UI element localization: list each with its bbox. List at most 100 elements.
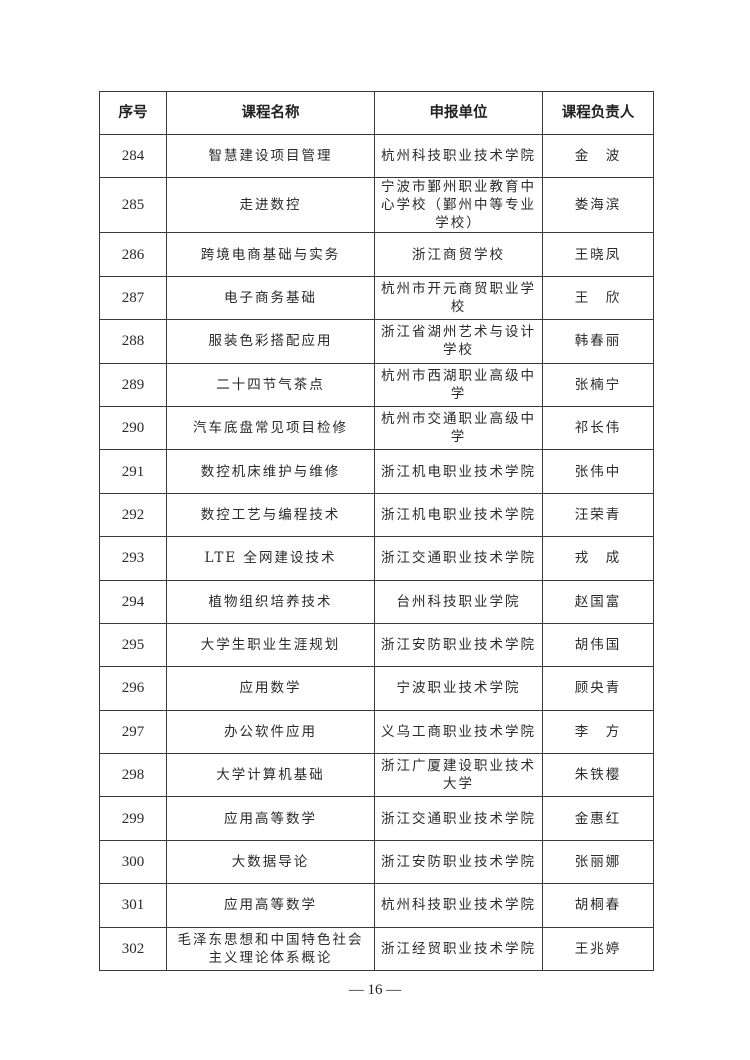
cell-course-name: 走进数控 bbox=[166, 177, 375, 234]
table-row: 301 应用高等数学 杭州科技职业技术学院 胡桐春 bbox=[99, 883, 654, 928]
cell-course-name: LTE 全网建设技术 bbox=[166, 536, 375, 581]
cell-course-name: 植物组织培养技术 bbox=[166, 579, 375, 624]
cell-unit: 台州科技职业学院 bbox=[374, 579, 543, 624]
cell-serial: 298 bbox=[99, 753, 167, 798]
cell-unit: 浙江安防职业技术学院 bbox=[374, 622, 543, 668]
cell-course-name: 数控机床维护与维修 bbox=[166, 449, 375, 494]
cell-unit: 宁波职业技术学院 bbox=[374, 666, 543, 711]
cell-course-name: 跨境电商基础与实务 bbox=[166, 232, 375, 277]
table-row: 289 二十四节气茶点 杭州市西湖职业高级中学 张楠宁 bbox=[99, 362, 654, 407]
table-row: 292 数控工艺与编程技术 浙江机电职业技术学院 汪荣青 bbox=[99, 492, 654, 538]
cell-leader: 胡桐春 bbox=[542, 883, 654, 928]
cell-course-name: 二十四节气茶点 bbox=[166, 362, 375, 407]
cell-leader: 娄海滨 bbox=[542, 177, 654, 234]
table-row: 291 数控机床维护与维修 浙江机电职业技术学院 张伟中 bbox=[99, 449, 654, 494]
cell-leader: 戎 成 bbox=[542, 536, 654, 581]
cell-serial: 302 bbox=[99, 926, 167, 972]
table-row: 299 应用高等数学 浙江交通职业技术学院 金惠红 bbox=[99, 796, 654, 841]
cell-leader: 王晓凤 bbox=[542, 232, 654, 277]
table-row: 296 应用数学 宁波职业技术学院 顾央青 bbox=[99, 666, 654, 711]
cell-course-name: 毛泽东思想和中国特色社会主义理论体系概论 bbox=[166, 926, 375, 972]
cell-course-name: 大学计算机基础 bbox=[166, 753, 375, 798]
cell-unit: 浙江交通职业技术学院 bbox=[374, 536, 543, 581]
cell-unit: 杭州市交通职业高级中学 bbox=[374, 405, 543, 451]
cell-course-name: 汽车底盘常见项目检修 bbox=[166, 405, 375, 451]
cell-serial: 285 bbox=[99, 177, 167, 234]
cell-course-name: 办公软件应用 bbox=[166, 709, 375, 755]
cell-serial: 294 bbox=[99, 579, 167, 624]
table-row: 302 毛泽东思想和中国特色社会主义理论体系概论 浙江经贸职业技术学院 王兆婷 bbox=[99, 926, 654, 972]
table-row: 287 电子商务基础 杭州市开元商贸职业学校王 欣 bbox=[99, 275, 654, 321]
table-row: 285 走进数控 宁波市鄞州职业教育中心学校（鄞州中等专业学校） 娄海滨 bbox=[99, 177, 654, 234]
cell-unit: 浙江机电职业技术学院 bbox=[374, 449, 543, 494]
cell-course-name: 电子商务基础 bbox=[166, 275, 375, 321]
cell-leader: 胡伟国 bbox=[542, 622, 654, 668]
cell-unit: 浙江机电职业技术学院 bbox=[374, 492, 543, 538]
cell-course-name: 大学生职业生涯规划 bbox=[166, 622, 375, 668]
cell-leader: 王 欣 bbox=[542, 275, 654, 321]
header-unit: 申报单位 bbox=[374, 91, 543, 135]
cell-serial: 300 bbox=[99, 839, 167, 885]
cell-leader: 金 波 bbox=[542, 133, 654, 179]
header-course-name: 课程名称 bbox=[166, 91, 375, 135]
cell-unit: 浙江交通职业技术学院 bbox=[374, 796, 543, 841]
page-number: — 16 — bbox=[348, 982, 402, 998]
cell-course-name: 应用高等数学 bbox=[166, 796, 375, 841]
cell-unit: 浙江广厦建设职业技术大学 bbox=[374, 753, 543, 798]
table-row: 286 跨境电商基础与实务 浙江商贸学校 王晓凤 bbox=[99, 232, 654, 277]
cell-course-name: 数控工艺与编程技术 bbox=[166, 492, 375, 538]
cell-leader: 韩春丽 bbox=[542, 319, 654, 364]
cell-serial: 296 bbox=[99, 666, 167, 711]
cell-serial: 289 bbox=[99, 362, 167, 407]
cell-serial: 292 bbox=[99, 492, 167, 538]
cell-unit: 杭州市开元商贸职业学校 bbox=[374, 275, 543, 321]
cell-serial: 284 bbox=[99, 133, 167, 179]
cell-serial: 301 bbox=[99, 883, 167, 928]
table-row: 290 汽车底盘常见项目检修 杭州市交通职业高级中学 祁长伟 bbox=[99, 405, 654, 451]
table-row: 284 智慧建设项目管理 杭州科技职业技术学院金 波 bbox=[99, 133, 654, 179]
cell-leader: 祁长伟 bbox=[542, 405, 654, 451]
cell-leader: 张丽娜 bbox=[542, 839, 654, 885]
table-row: 293 LTE 全网建设技术 浙江交通职业技术学院戎 成 bbox=[99, 536, 654, 581]
cell-unit: 杭州科技职业技术学院 bbox=[374, 883, 543, 928]
cell-leader: 赵国富 bbox=[542, 579, 654, 624]
cell-serial: 297 bbox=[99, 709, 167, 755]
cell-course-name: 服装色彩搭配应用 bbox=[166, 319, 375, 364]
cell-course-name: 应用数学 bbox=[166, 666, 375, 711]
cell-serial: 287 bbox=[99, 275, 167, 321]
header-leader: 课程负责人 bbox=[542, 91, 654, 135]
cell-leader: 张伟中 bbox=[542, 449, 654, 494]
cell-leader: 顾央青 bbox=[542, 666, 654, 711]
course-table: 序号 课程名称 申报单位 课程负责人 284 智慧建设项目管理 杭州科技职业技术学院… bbox=[99, 91, 654, 972]
header-serial: 序号 bbox=[99, 91, 167, 135]
table-row: 298 大学计算机基础 浙江广厦建设职业技术大学 朱铁樱 bbox=[99, 753, 654, 798]
cell-serial: 299 bbox=[99, 796, 167, 841]
cell-serial: 290 bbox=[99, 405, 167, 451]
cell-unit: 浙江省湖州艺术与设计学校 bbox=[374, 319, 543, 364]
cell-unit: 杭州市西湖职业高级中学 bbox=[374, 362, 543, 407]
cell-unit: 杭州科技职业技术学院 bbox=[374, 133, 543, 179]
table-row: 300 大数据导论 浙江安防职业技术学院 张丽娜 bbox=[99, 839, 654, 885]
cell-unit: 浙江安防职业技术学院 bbox=[374, 839, 543, 885]
table-header-row: 序号 课程名称 申报单位 课程负责人 bbox=[99, 91, 654, 135]
cell-leader: 朱铁樱 bbox=[542, 753, 654, 798]
cell-serial: 295 bbox=[99, 622, 167, 668]
table-row: 288 服装色彩搭配应用 浙江省湖州艺术与设计学校 韩春丽 bbox=[99, 319, 654, 364]
cell-serial: 293 bbox=[99, 536, 167, 581]
cell-serial: 291 bbox=[99, 449, 167, 494]
cell-leader: 金惠红 bbox=[542, 796, 654, 841]
table-row: 295 大学生职业生涯规划 浙江安防职业技术学院 胡伟国 bbox=[99, 622, 654, 668]
cell-serial: 288 bbox=[99, 319, 167, 364]
table-row: 297 办公软件应用 义乌工商职业技术学院李 方 bbox=[99, 709, 654, 755]
table-row: 294 植物组织培养技术 台州科技职业学院 赵国富 bbox=[99, 579, 654, 624]
cell-unit: 浙江商贸学校 bbox=[374, 232, 543, 277]
cell-unit: 浙江经贸职业技术学院 bbox=[374, 926, 543, 972]
cell-course-name: 大数据导论 bbox=[166, 839, 375, 885]
cell-leader: 汪荣青 bbox=[542, 492, 654, 538]
cell-leader: 王兆婷 bbox=[542, 926, 654, 972]
cell-leader: 李 方 bbox=[542, 709, 654, 755]
cell-serial: 286 bbox=[99, 232, 167, 277]
cell-unit: 宁波市鄞州职业教育中心学校（鄞州中等专业学校） bbox=[374, 177, 543, 234]
cell-leader: 张楠宁 bbox=[542, 362, 654, 407]
cell-course-name: 应用高等数学 bbox=[166, 883, 375, 928]
